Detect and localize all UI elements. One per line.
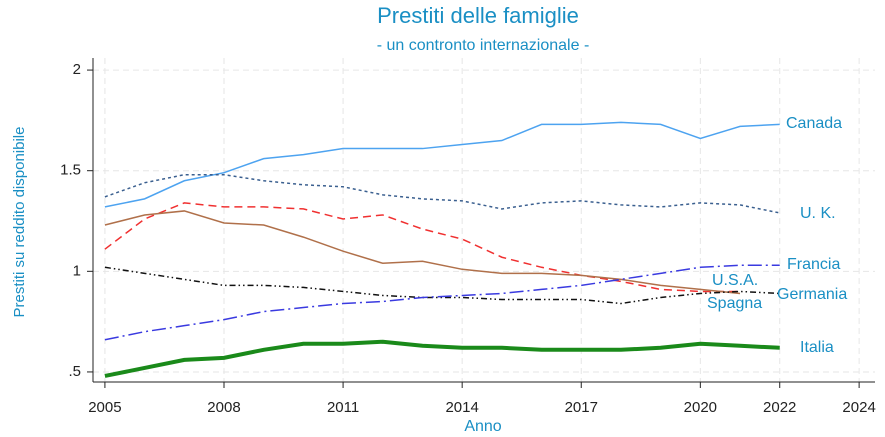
x-tick-label: 2005 (88, 399, 121, 416)
x-axis-label: Anno (464, 418, 501, 435)
x-tick-label: 2022 (763, 399, 796, 416)
x-tick-label: 2017 (565, 399, 598, 416)
series-line (104, 210, 741, 295)
series-line (104, 339, 780, 378)
y-tick-label: 1 (73, 262, 81, 279)
series-label: U. K. (800, 205, 836, 222)
series-line (104, 121, 780, 208)
x-tick-label: 2014 (445, 399, 478, 416)
x-tick-label: 2008 (207, 399, 240, 416)
series-label: Spagna (707, 295, 762, 312)
chart-subtitle: - un contronto internazionale - (377, 37, 590, 54)
x-tick-label: 2011 (327, 399, 359, 416)
chart-title: Prestiti delle famiglie (377, 3, 579, 28)
y-tick-label: 1.5 (60, 162, 81, 179)
series-label: Canada (786, 115, 842, 132)
series-line (104, 173, 780, 214)
y-axis-label: Prestiti su reddito disponibile (11, 127, 28, 318)
series-label: Francia (787, 256, 840, 273)
series-label: U.S.A. (712, 272, 758, 289)
x-tick-label: 2024 (842, 399, 875, 416)
y-tick-label: 2 (73, 61, 81, 78)
series-label: Germania (777, 286, 847, 303)
series-line (104, 266, 780, 305)
y-tick-label: .5 (68, 363, 81, 380)
series-line (104, 264, 780, 341)
series-label: Italia (800, 339, 834, 356)
x-tick-label: 2020 (684, 399, 717, 416)
series-line (104, 202, 741, 293)
